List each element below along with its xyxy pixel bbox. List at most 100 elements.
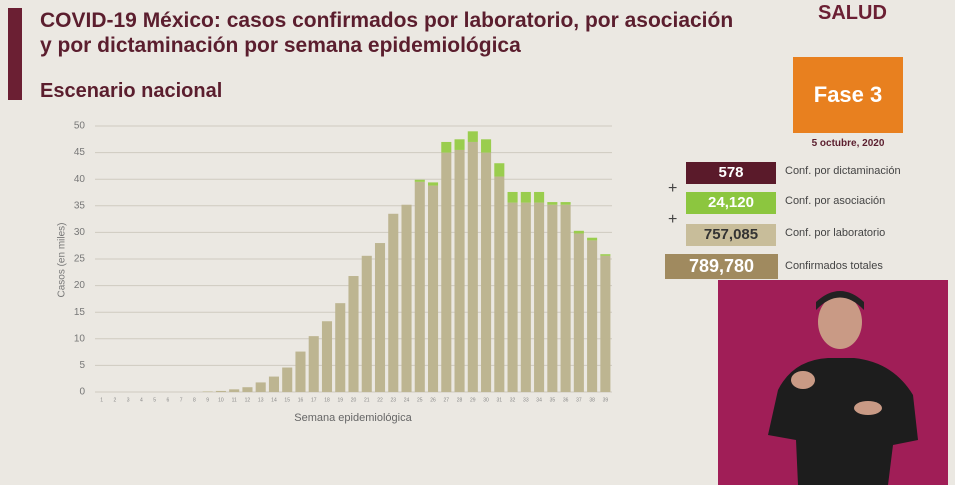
x-tick-label: 10 bbox=[218, 397, 224, 403]
x-tick-label: 8 bbox=[193, 397, 196, 403]
y-tick-label: 5 bbox=[79, 360, 85, 371]
bar-segment bbox=[361, 255, 372, 392]
hair bbox=[816, 291, 864, 310]
bar-segment bbox=[454, 139, 465, 150]
bar-segment bbox=[215, 390, 226, 392]
bar-segment bbox=[454, 149, 465, 392]
chart: Casos (en miles) Semana epidemiológica 0… bbox=[57, 121, 612, 424]
x-tick-label: 20 bbox=[351, 397, 357, 403]
bar-segment bbox=[481, 152, 492, 392]
x-tick-label: 32 bbox=[510, 397, 516, 403]
x-tick-label: 37 bbox=[576, 397, 582, 403]
bar-segment bbox=[308, 336, 319, 392]
plus: + bbox=[668, 180, 678, 197]
x-tick-label: 15 bbox=[284, 397, 290, 403]
y-tick-label: 20 bbox=[74, 280, 86, 291]
bar-segment bbox=[335, 303, 346, 392]
bar-segment bbox=[534, 202, 545, 392]
bar-segment bbox=[467, 141, 478, 392]
plus: + bbox=[668, 211, 678, 228]
summary-value: 24,120 bbox=[686, 192, 776, 214]
x-tick-label: 31 bbox=[497, 397, 503, 403]
bar-segment bbox=[520, 202, 531, 392]
y-tick-label: 35 bbox=[74, 200, 86, 211]
x-tick-label: 7 bbox=[180, 397, 183, 403]
bar-segment bbox=[268, 376, 279, 392]
bar-segment bbox=[494, 163, 505, 177]
x-tick-label: 23 bbox=[390, 397, 396, 403]
x-tick-label: 12 bbox=[245, 397, 251, 403]
bar-segment bbox=[507, 191, 518, 203]
y-tick-label: 40 bbox=[74, 174, 86, 185]
bar-segment bbox=[401, 204, 412, 392]
bar-segment bbox=[428, 182, 439, 186]
x-tick-label: 30 bbox=[483, 397, 489, 403]
x-tick-label: 39 bbox=[603, 397, 609, 403]
bar-segment bbox=[348, 276, 359, 392]
bar-segment bbox=[295, 351, 306, 392]
x-tick-label: 4 bbox=[140, 397, 143, 403]
bar-segment bbox=[321, 321, 333, 392]
bar-segment bbox=[374, 243, 386, 392]
date: 5 octubre, 2020 bbox=[811, 138, 885, 149]
hand bbox=[791, 371, 815, 389]
bar-segment bbox=[547, 204, 558, 392]
bar-segment bbox=[441, 141, 452, 153]
bar-segment bbox=[255, 382, 266, 392]
summary-label: Conf. por laboratorio bbox=[785, 227, 886, 239]
x-tick-label: 28 bbox=[457, 397, 463, 403]
summary-value: 578 bbox=[686, 162, 776, 184]
bar-segment bbox=[600, 255, 611, 392]
bar-segment bbox=[534, 191, 545, 203]
summary-label: Conf. por asociación bbox=[785, 195, 886, 207]
y-axis-label: Casos (en miles) bbox=[57, 222, 68, 297]
org-logo: SALUD bbox=[818, 2, 887, 24]
bar-segment bbox=[441, 152, 452, 392]
bar-segment bbox=[467, 131, 478, 142]
x-tick-label: 29 bbox=[470, 397, 476, 403]
y-tick-label: 15 bbox=[74, 307, 86, 318]
bar-segment bbox=[494, 176, 505, 392]
y-tick-label: 0 bbox=[79, 387, 85, 398]
bar-segment bbox=[520, 191, 531, 203]
bar-segment bbox=[202, 391, 213, 392]
x-tick-label: 35 bbox=[550, 397, 556, 403]
bar-segment bbox=[388, 213, 399, 392]
x-tick-label: 9 bbox=[206, 397, 209, 403]
x-tick-label: 22 bbox=[377, 397, 383, 403]
body bbox=[768, 358, 918, 485]
y-tick-label: 25 bbox=[74, 254, 86, 265]
bar-segment bbox=[560, 204, 571, 392]
bar-segment bbox=[414, 181, 425, 392]
bar-segment bbox=[242, 387, 253, 392]
y-tick-label: 10 bbox=[74, 333, 86, 344]
phase-box: Fase 3 bbox=[793, 57, 903, 133]
x-tick-label: 34 bbox=[536, 397, 542, 403]
hand bbox=[854, 401, 882, 415]
x-tick-label: 11 bbox=[232, 397, 237, 403]
bar-segment bbox=[560, 202, 571, 205]
x-tick-label: 2 bbox=[113, 397, 116, 403]
bar-segment bbox=[600, 254, 611, 256]
bar-segment bbox=[414, 179, 425, 182]
x-tick-label: 36 bbox=[563, 397, 569, 403]
x-tick-label: 13 bbox=[258, 397, 264, 403]
x-tick-label: 6 bbox=[167, 397, 170, 403]
y-tick-label: 30 bbox=[74, 227, 86, 238]
x-tick-label: 17 bbox=[311, 397, 317, 403]
x-tick-label: 5 bbox=[153, 397, 156, 403]
bar-segment bbox=[573, 233, 584, 392]
bar-segment bbox=[481, 139, 492, 153]
bar-segment bbox=[587, 237, 598, 241]
x-tick-label: 3 bbox=[127, 397, 130, 403]
x-tick-label: 19 bbox=[337, 397, 343, 403]
x-tick-label: 1 bbox=[100, 397, 103, 403]
y-tick-label: 45 bbox=[74, 147, 86, 158]
x-tick-label: 26 bbox=[430, 397, 436, 403]
bar-segment bbox=[573, 230, 584, 234]
bar-segment bbox=[507, 202, 518, 392]
bar-segment bbox=[282, 367, 293, 392]
x-tick-label: 14 bbox=[271, 397, 277, 403]
x-tick-label: 25 bbox=[417, 397, 423, 403]
